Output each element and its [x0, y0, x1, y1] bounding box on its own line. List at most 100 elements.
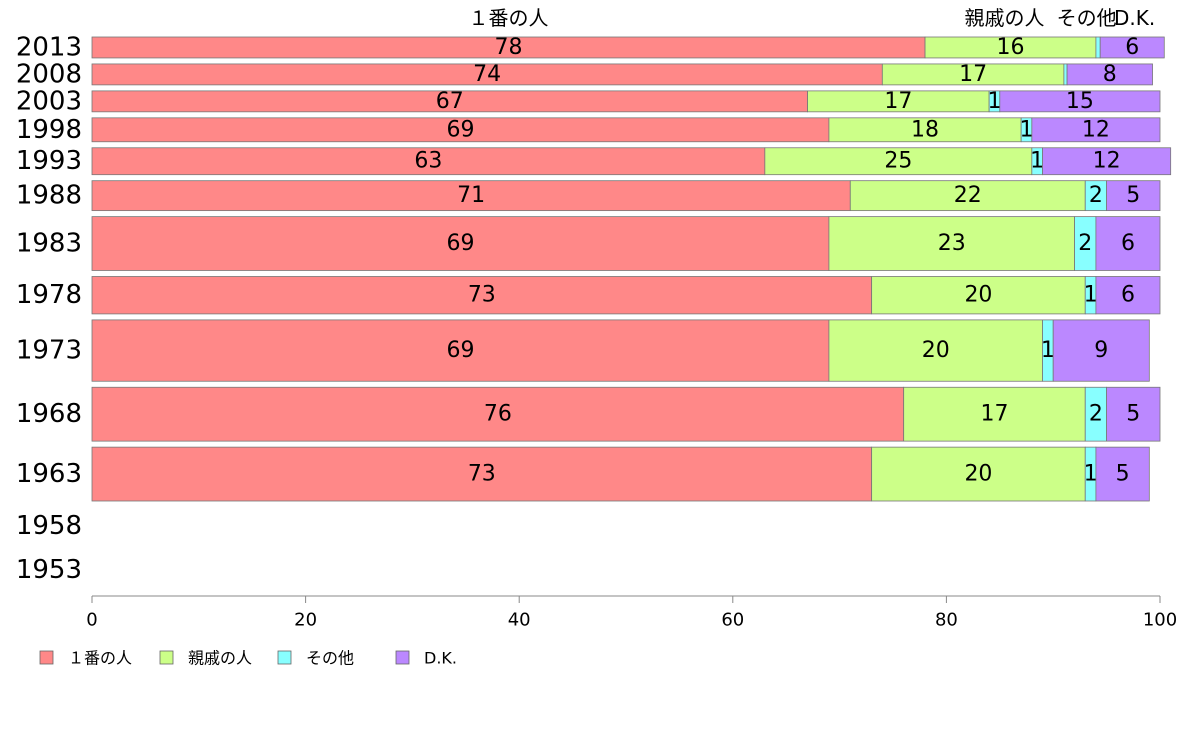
data-label-1988-3: 5	[1126, 183, 1140, 208]
y-tick-label-1993: 1993	[16, 146, 82, 176]
data-label-1973-0: 69	[446, 338, 474, 363]
data-label-1983-0: 69	[446, 231, 474, 256]
bar-segment-1973-1	[828, 319, 1043, 382]
bar-segment-1983-1	[828, 216, 1075, 271]
data-label-1968-0: 76	[484, 402, 512, 427]
bar-segment-1978-3	[1095, 276, 1161, 315]
bar-segment-2008-2	[1063, 63, 1068, 86]
x-tick-label-40: 40	[508, 610, 531, 631]
bar-segment-1963-0	[91, 446, 873, 502]
data-label-2003-1: 17	[884, 89, 912, 114]
bar-segment-1968-3	[1106, 386, 1161, 442]
bar-segment-1988-3	[1106, 180, 1161, 212]
data-label-1973-1: 20	[922, 338, 950, 363]
data-label-2008-0: 74	[473, 62, 501, 87]
x-tick-label-80: 80	[935, 610, 958, 631]
y-tick-label-1998: 1998	[16, 115, 82, 145]
y-tick-label-2003: 2003	[16, 86, 82, 116]
data-label-1978-0: 73	[468, 283, 496, 308]
data-label-2013-0: 78	[495, 35, 523, 60]
bar-segment-1968-0	[91, 386, 905, 442]
data-label-1983-1: 23	[938, 231, 966, 256]
bar-segment-1963-3	[1095, 446, 1150, 502]
data-label-1998-2: 1	[1020, 117, 1034, 142]
data-label-1968-2: 2	[1089, 402, 1103, 427]
data-label-1998-1: 18	[911, 117, 939, 142]
top-label-1: 親戚の人	[965, 6, 1045, 30]
y-tick-label-2008: 2008	[16, 59, 82, 89]
data-label-1978-3: 6	[1121, 283, 1135, 308]
top-label-3: D.K.	[1114, 6, 1155, 30]
bar-segment-1978-1	[871, 276, 1086, 315]
legend-swatch-3	[395, 650, 410, 665]
x-tick-label-0: 0	[86, 610, 97, 631]
top-label-0: １番の人	[469, 6, 549, 30]
data-label-2003-0: 67	[436, 89, 464, 114]
x-tick-label-20: 20	[294, 610, 317, 631]
y-tick-label-1958: 1958	[16, 511, 82, 541]
bar-segment-1978-0	[91, 276, 873, 315]
data-label-1988-2: 2	[1089, 183, 1103, 208]
data-label-1968-3: 5	[1126, 402, 1140, 427]
legend-swatch-0	[39, 650, 54, 665]
x-tick-label-100: 100	[1143, 610, 1177, 631]
y-tick-label-1963: 1963	[16, 459, 82, 489]
y-tick-label-1953: 1953	[16, 555, 82, 585]
data-label-1968-1: 17	[980, 402, 1008, 427]
data-label-2008-3: 8	[1103, 62, 1117, 87]
bar-segment-1963-1	[871, 446, 1086, 502]
bar-segment-1988-0	[91, 180, 851, 212]
data-label-1983-2: 2	[1078, 231, 1092, 256]
y-tick-label-1988: 1988	[16, 181, 82, 211]
data-label-1978-1: 20	[964, 283, 992, 308]
bar-segment-1993-3	[1042, 147, 1172, 176]
data-label-2003-3: 15	[1066, 89, 1094, 114]
bar-segment-2008-3	[1066, 63, 1153, 86]
data-label-2008-1: 17	[959, 62, 987, 87]
y-tick-label-1978: 1978	[16, 280, 82, 310]
bar-segment-2003-3	[999, 90, 1161, 113]
data-label-1983-3: 6	[1121, 231, 1135, 256]
legend-label-3: D.K.	[424, 649, 457, 668]
bar-segment-1988-1	[849, 180, 1086, 212]
data-label-1973-3: 9	[1094, 338, 1108, 363]
bar-segment-1983-3	[1095, 216, 1161, 271]
bar-segment-1983-0	[91, 216, 830, 271]
y-tick-label-1973: 1973	[16, 336, 82, 366]
legend: １番の人 親戚の人 その他 D.K.	[39, 649, 457, 668]
data-label-1993-0: 63	[414, 149, 442, 174]
bar-segment-1973-3	[1052, 319, 1150, 382]
top-label-2: その他	[1057, 6, 1117, 30]
legend-swatch-2	[277, 650, 292, 665]
bar-segment-1998-3	[1031, 117, 1161, 143]
data-label-2013-1: 16	[996, 35, 1024, 60]
x-tick-label-60: 60	[721, 610, 744, 631]
legend-swatch-1	[159, 650, 174, 665]
y-tick-label-1983: 1983	[16, 229, 82, 259]
bar-segment-1973-0	[91, 319, 830, 382]
legend-label-0: １番の人	[68, 649, 132, 668]
y-tick-label-1968: 1968	[16, 399, 82, 429]
x-axis: 0 20 40 60 80 100	[86, 595, 1177, 631]
bar-segment-1993-0	[91, 147, 766, 176]
data-label-1978-2: 1	[1084, 283, 1098, 308]
bar-segment-2013-3	[1099, 36, 1165, 59]
data-label-1993-1: 25	[884, 149, 912, 174]
legend-label-1: 親戚の人	[188, 649, 252, 668]
y-tick-label-2013: 2013	[16, 32, 82, 62]
bar-segment-1993-1	[764, 147, 1033, 176]
data-label-1998-0: 69	[446, 117, 474, 142]
legend-label-2: その他	[306, 649, 354, 668]
data-label-1998-3: 12	[1082, 117, 1110, 142]
data-label-2013-3: 6	[1125, 35, 1139, 60]
data-label-1963-1: 20	[964, 462, 992, 487]
data-label-1963-2: 1	[1084, 462, 1098, 487]
data-label-1963-3: 5	[1116, 462, 1130, 487]
data-label-1973-2: 1	[1041, 338, 1055, 363]
data-label-1993-3: 12	[1093, 149, 1121, 174]
data-label-1993-2: 1	[1030, 149, 1044, 174]
